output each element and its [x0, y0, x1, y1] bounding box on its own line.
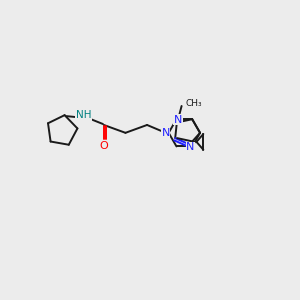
- Text: N: N: [161, 128, 170, 138]
- Text: N: N: [174, 115, 182, 124]
- Text: CH₃: CH₃: [185, 99, 202, 108]
- Text: NH: NH: [76, 110, 91, 120]
- Text: N: N: [186, 142, 195, 152]
- Text: O: O: [100, 141, 108, 151]
